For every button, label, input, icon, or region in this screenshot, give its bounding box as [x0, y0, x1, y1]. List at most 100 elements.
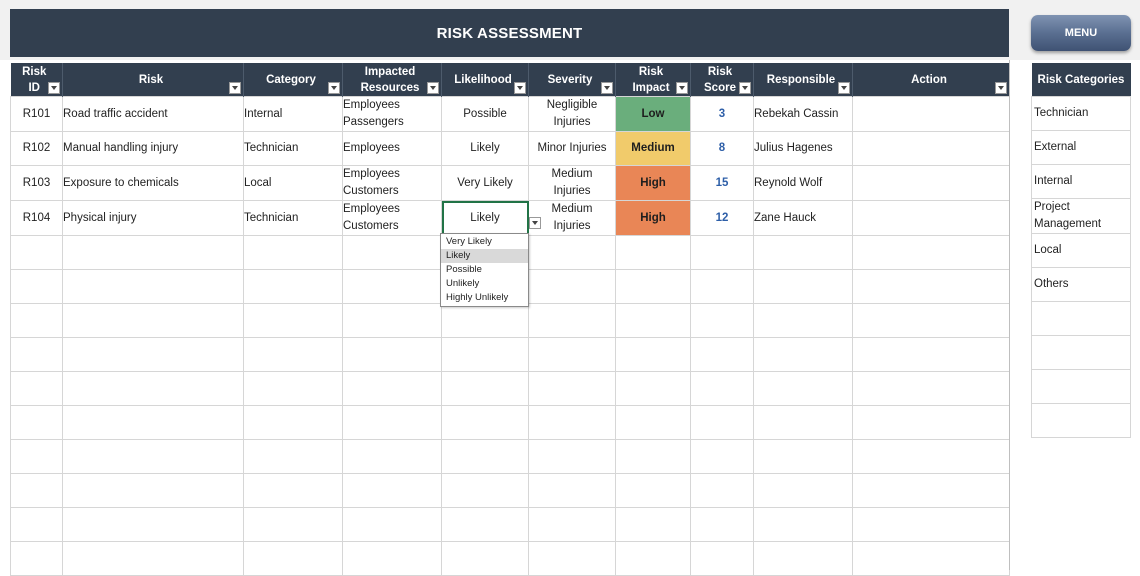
empty-cell[interactable]	[753, 473, 853, 508]
empty-cell[interactable]	[690, 337, 754, 372]
empty-cell[interactable]	[690, 439, 754, 474]
cell-risk-id[interactable]: R102	[10, 131, 63, 166]
empty-cell[interactable]	[753, 405, 853, 440]
empty-cell[interactable]	[852, 507, 1010, 542]
empty-cell[interactable]	[690, 371, 754, 406]
empty-cell[interactable]	[615, 405, 691, 440]
empty-cell[interactable]	[753, 269, 853, 304]
filter-dropdown-icon[interactable]	[739, 82, 751, 94]
empty-cell[interactable]	[10, 235, 63, 270]
cell-risk-impact[interactable]: Medium	[615, 131, 691, 166]
empty-cell[interactable]	[852, 541, 1010, 576]
cell-likelihood[interactable]: Possible	[441, 96, 529, 132]
empty-cell[interactable]	[62, 235, 244, 270]
cell-action[interactable]	[852, 131, 1010, 166]
empty-cell[interactable]	[441, 371, 529, 406]
empty-cell[interactable]	[753, 337, 853, 372]
cell-likelihood-selected[interactable]: Likely	[441, 200, 529, 236]
cell-risk[interactable]: Road traffic accident	[62, 96, 244, 132]
cell-category[interactable]: Local	[243, 165, 343, 201]
empty-cell[interactable]	[615, 303, 691, 338]
filter-dropdown-icon[interactable]	[328, 82, 340, 94]
empty-cell[interactable]	[690, 473, 754, 508]
empty-cell[interactable]	[342, 473, 442, 508]
empty-cell[interactable]	[62, 507, 244, 542]
empty-cell[interactable]	[10, 269, 63, 304]
empty-cell[interactable]	[528, 541, 616, 576]
filter-dropdown-icon[interactable]	[995, 82, 1007, 94]
filter-dropdown-icon[interactable]	[514, 82, 526, 94]
filter-dropdown-icon[interactable]	[676, 82, 688, 94]
empty-cell[interactable]	[690, 405, 754, 440]
empty-cell[interactable]	[342, 405, 442, 440]
empty-cell[interactable]	[528, 269, 616, 304]
cell-responsible[interactable]: Rebekah Cassin	[753, 96, 853, 132]
cell-responsible[interactable]: Julius Hagenes	[753, 131, 853, 166]
empty-cell[interactable]	[852, 269, 1010, 304]
cell-impacted-resources[interactable]: Employees Customers	[342, 165, 442, 201]
cell-risk-score[interactable]: 12	[690, 200, 754, 236]
empty-cell[interactable]	[441, 439, 529, 474]
empty-cell[interactable]	[690, 235, 754, 270]
dropdown-option[interactable]: Possible	[446, 264, 482, 275]
cell-risk-impact[interactable]: Low	[615, 96, 691, 132]
cell-responsible[interactable]: Zane Hauck	[753, 200, 853, 236]
empty-cell[interactable]	[10, 541, 63, 576]
chevron-down-icon[interactable]	[529, 217, 541, 229]
empty-cell[interactable]	[342, 269, 442, 304]
empty-cell[interactable]	[441, 507, 529, 542]
cell-likelihood[interactable]: Very Likely	[441, 165, 529, 201]
cell-impacted-resources[interactable]: Employees	[342, 131, 442, 166]
cell-severity[interactable]: Minor Injuries	[528, 131, 616, 166]
filter-dropdown-icon[interactable]	[229, 82, 241, 94]
empty-cell[interactable]	[852, 439, 1010, 474]
cell-risk[interactable]: Manual handling injury	[62, 131, 244, 166]
empty-cell[interactable]	[62, 405, 244, 440]
cell-risk-score[interactable]: 15	[690, 165, 754, 201]
empty-cell[interactable]	[528, 405, 616, 440]
empty-cell[interactable]	[243, 235, 343, 270]
dropdown-option[interactable]: Likely	[441, 249, 528, 263]
empty-cell[interactable]	[62, 371, 244, 406]
empty-cell[interactable]	[62, 303, 244, 338]
empty-cell[interactable]	[10, 371, 63, 406]
cell-responsible[interactable]: Reynold Wolf	[753, 165, 853, 201]
empty-cell[interactable]	[753, 541, 853, 576]
empty-cell[interactable]	[243, 473, 343, 508]
dropdown-option[interactable]: Unlikely	[446, 278, 480, 289]
cell-impacted-resources[interactable]: Employees Customers	[342, 200, 442, 236]
category-item[interactable]: Local	[1031, 233, 1131, 268]
cell-risk-impact[interactable]: High	[615, 165, 691, 201]
empty-cell[interactable]	[62, 541, 244, 576]
dropdown-option[interactable]: Highly Unlikely	[446, 292, 509, 303]
cell-risk-id[interactable]: R103	[10, 165, 63, 201]
cell-severity[interactable]: Medium Injuries	[528, 165, 616, 201]
cell-category[interactable]: Technician	[243, 131, 343, 166]
empty-cell[interactable]	[690, 507, 754, 542]
empty-cell[interactable]	[528, 439, 616, 474]
empty-cell[interactable]	[10, 439, 63, 474]
dropdown-option[interactable]: Very Likely	[446, 236, 492, 247]
cell-risk-impact[interactable]: High	[615, 200, 691, 236]
empty-cell[interactable]	[342, 507, 442, 542]
empty-cell[interactable]	[528, 235, 616, 270]
category-item[interactable]: Internal	[1031, 164, 1131, 199]
empty-cell[interactable]	[852, 337, 1010, 372]
empty-cell[interactable]	[243, 269, 343, 304]
empty-cell[interactable]	[753, 235, 853, 270]
cell-severity[interactable]: Negligible Injuries	[528, 96, 616, 132]
empty-cell[interactable]	[243, 337, 343, 372]
empty-cell[interactable]	[243, 541, 343, 576]
cell-risk[interactable]: Physical injury	[62, 200, 244, 236]
empty-cell[interactable]	[615, 269, 691, 304]
empty-cell[interactable]	[852, 405, 1010, 440]
cell-category[interactable]: Technician	[243, 200, 343, 236]
empty-cell[interactable]	[441, 473, 529, 508]
empty-cell[interactable]	[243, 405, 343, 440]
likelihood-dropdown-list[interactable]: Very Likely Likely Possible Unlikely Hig…	[440, 233, 529, 307]
empty-cell[interactable]	[10, 405, 63, 440]
cell-risk[interactable]: Exposure to chemicals	[62, 165, 244, 201]
empty-cell[interactable]	[342, 541, 442, 576]
empty-cell[interactable]	[753, 439, 853, 474]
cell-risk-score[interactable]: 8	[690, 131, 754, 166]
